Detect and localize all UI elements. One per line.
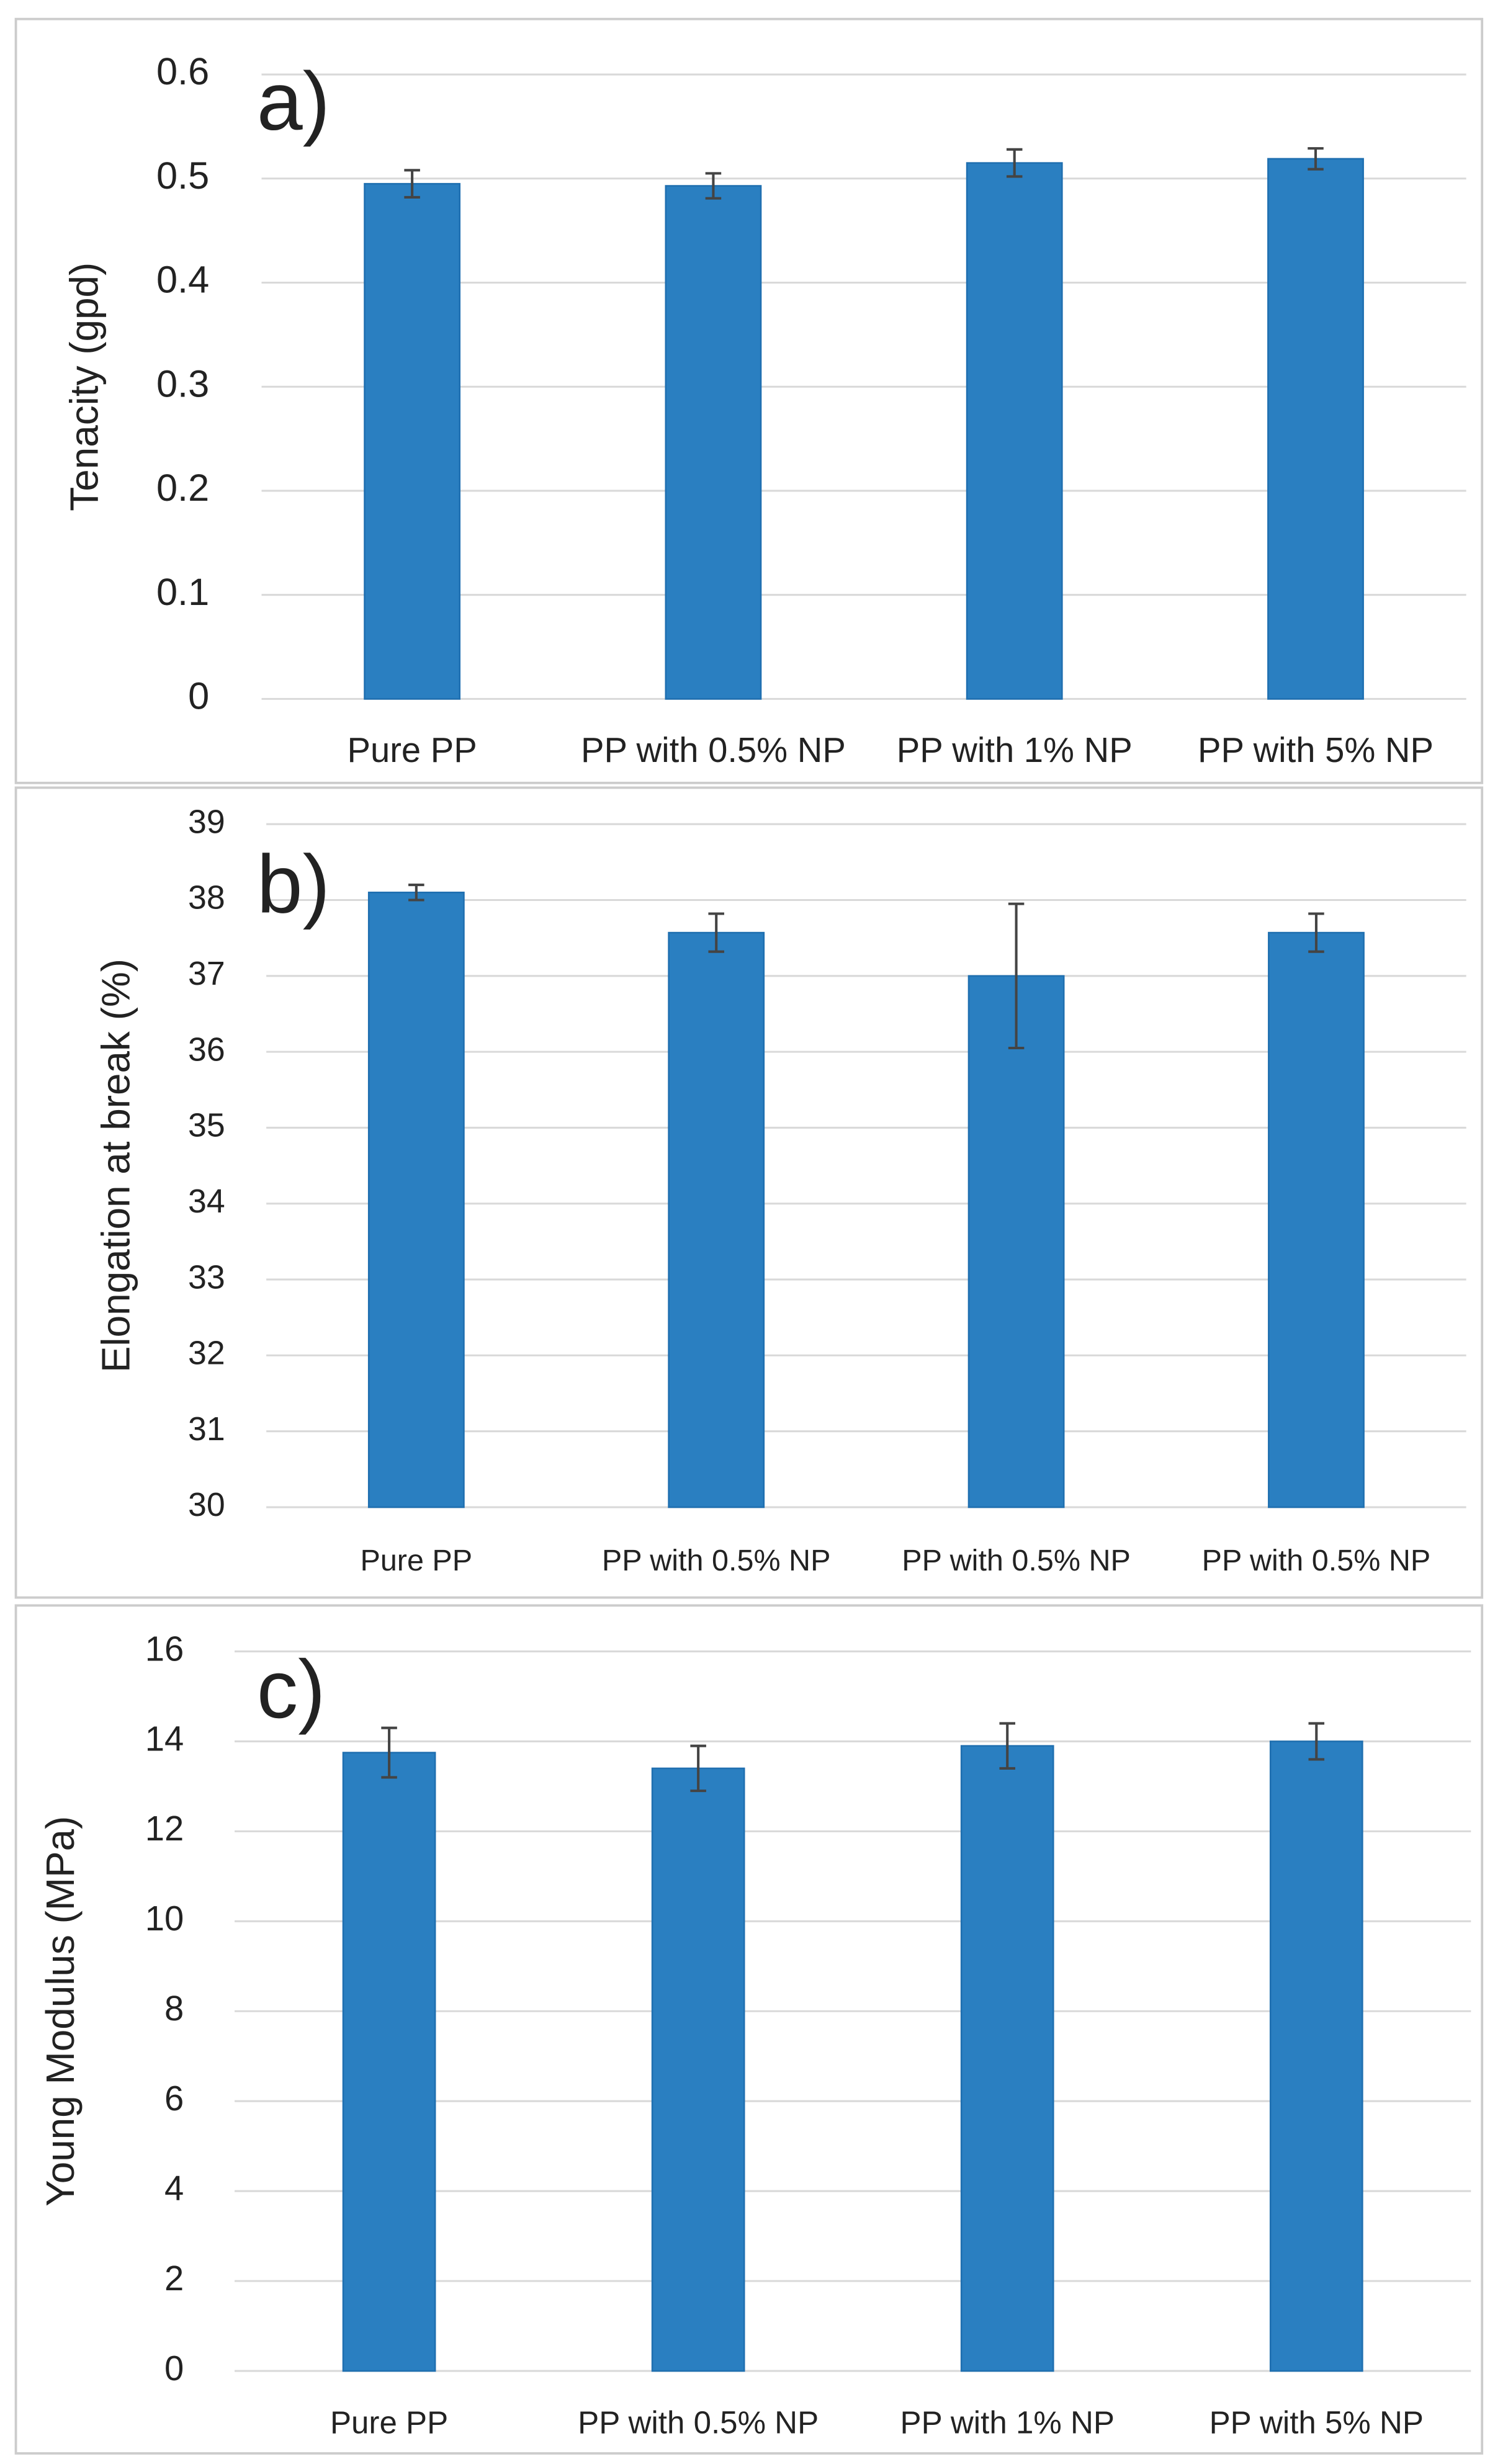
x-tick-label: PP with 0.5% NP bbox=[578, 2404, 819, 2440]
y-axis-label: Tenacity (gpd) bbox=[61, 262, 106, 511]
y-tick-label: 10 bbox=[145, 1899, 184, 1938]
y-tick-label: 31 bbox=[188, 1410, 225, 1448]
panel-frame bbox=[14, 786, 1484, 1599]
x-tick-label: Pure PP bbox=[330, 2404, 448, 2440]
y-tick-label: 14 bbox=[145, 1719, 184, 1758]
y-tick-label: 32 bbox=[188, 1335, 225, 1372]
error-bar bbox=[1308, 912, 1324, 953]
bar bbox=[367, 891, 465, 1508]
panel-frame bbox=[14, 1604, 1484, 2455]
y-tick-label: 34 bbox=[188, 1183, 225, 1220]
bar bbox=[665, 185, 762, 700]
y-tick-label: 4 bbox=[164, 2169, 184, 2208]
y-tick-label: 6 bbox=[164, 2079, 184, 2118]
x-tick-label: PP with 5% NP bbox=[1198, 730, 1434, 769]
x-tick-label: PP with 0.5% NP bbox=[581, 730, 846, 769]
y-tick-label: 30 bbox=[188, 1486, 225, 1523]
panel-label: c) bbox=[257, 1644, 326, 1736]
y-tick-label: 39 bbox=[188, 803, 225, 840]
error-bar bbox=[690, 1744, 706, 1793]
y-tick-label: 36 bbox=[188, 1031, 225, 1068]
x-tick-label: Pure PP bbox=[360, 1544, 472, 1577]
error-bar bbox=[1008, 902, 1025, 1050]
x-tick-label: PP with 0.5% NP bbox=[902, 1544, 1131, 1577]
y-tick-label: 0.5 bbox=[156, 155, 209, 197]
panel-frame bbox=[14, 17, 1484, 784]
x-tick-label: PP with 0.5% NP bbox=[1202, 1544, 1431, 1577]
y-tick-label: 8 bbox=[164, 1989, 184, 2028]
y-tick-label: 0.2 bbox=[156, 467, 209, 509]
error-bar bbox=[708, 912, 724, 953]
y-tick-label: 0.6 bbox=[156, 50, 209, 92]
bar bbox=[967, 975, 1065, 1508]
y-tick-label: 0.1 bbox=[156, 571, 209, 613]
bar bbox=[342, 1752, 436, 2372]
y-tick-label: 38 bbox=[188, 879, 225, 916]
y-tick-label: 0.4 bbox=[156, 259, 209, 301]
y-tick-label: 0 bbox=[188, 675, 209, 717]
bar bbox=[668, 931, 765, 1508]
error-bar bbox=[408, 883, 424, 902]
y-tick-label: 0 bbox=[164, 2349, 184, 2388]
error-bar bbox=[705, 172, 722, 200]
error-bar bbox=[381, 1726, 397, 1779]
bar bbox=[1269, 1740, 1363, 2372]
x-tick-label: PP with 1% NP bbox=[897, 730, 1133, 769]
bar bbox=[966, 162, 1063, 700]
bar bbox=[651, 1767, 745, 2372]
error-bar bbox=[1308, 147, 1324, 171]
y-tick-label: 37 bbox=[188, 955, 225, 992]
bar bbox=[364, 182, 461, 700]
error-bar bbox=[1308, 1722, 1325, 1761]
bar bbox=[960, 1745, 1054, 2372]
x-tick-label: PP with 5% NP bbox=[1210, 2404, 1424, 2440]
bar bbox=[1268, 931, 1365, 1508]
y-tick-label: 0.3 bbox=[156, 362, 209, 405]
x-tick-label: PP with 1% NP bbox=[900, 2404, 1115, 2440]
y-tick-label: 33 bbox=[188, 1258, 225, 1296]
y-tick-label: 35 bbox=[188, 1107, 225, 1144]
bar bbox=[1267, 158, 1364, 700]
y-axis-label: Elongation at break (%) bbox=[93, 959, 138, 1373]
panel-label: b) bbox=[257, 839, 330, 931]
y-axis-label: Young Modulus (MPa) bbox=[38, 1816, 83, 2206]
x-tick-label: Pure PP bbox=[347, 730, 477, 769]
error-bar bbox=[404, 169, 420, 199]
panel-label: a) bbox=[257, 56, 330, 148]
error-bar bbox=[999, 1722, 1015, 1770]
y-tick-label: 12 bbox=[145, 1809, 184, 1848]
error-bar bbox=[1006, 148, 1023, 178]
y-tick-label: 2 bbox=[164, 2259, 184, 2298]
y-tick-label: 16 bbox=[145, 1629, 184, 1668]
x-tick-label: PP with 0.5% NP bbox=[602, 1544, 831, 1577]
